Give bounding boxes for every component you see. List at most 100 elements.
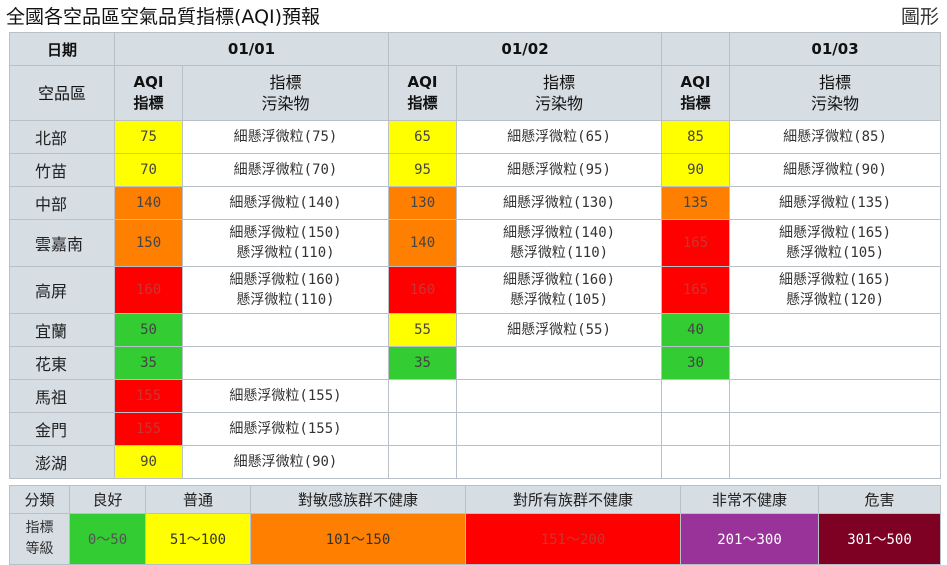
region-name: 宜蘭 [9, 313, 115, 347]
pollutant-cell [729, 346, 942, 380]
pollutant-column-header: 指標 污染物 [456, 65, 663, 121]
pollutant-cell [729, 445, 942, 479]
table-row: 竹苗 70 細懸浮微粒(70) 95 細懸浮微粒(95) 90 細懸浮微粒(90) [9, 153, 942, 187]
aqi-value: 130 [388, 186, 458, 220]
table-row: 中部 140 細懸浮微粒(140) 130 細懸浮微粒(130) 135 細懸浮微粒(135… [9, 186, 942, 220]
pollutant-text: 細懸浮微粒(70) [233, 162, 338, 178]
pollutant-text: 懸浮微粒(105) [785, 245, 885, 261]
column-header-row: 空品區 AQI 指標 指標 污染物 AQI 指標 指標 污染物 AQI 指標 指標 污染物 [9, 65, 942, 121]
pollutant-text: 細懸浮微粒(155) [229, 388, 342, 404]
aqi-column-header: AQI 指標 [388, 65, 458, 121]
aqi-value: 155 [114, 412, 183, 446]
date-header-day-3: 01/03 [729, 32, 942, 66]
aqi-value: 35 [114, 346, 183, 380]
aqi-value: 165 [661, 266, 731, 314]
pollutant-cell: 細懸浮微粒(130) [456, 186, 663, 220]
pollutant-cell: 細懸浮微粒(135) [729, 186, 942, 220]
legend-range-swatch: 201～300 [680, 513, 819, 565]
pollutant-cell [456, 346, 663, 380]
aqi-value: 140 [114, 186, 183, 220]
pollutant-text: 懸浮微粒(110) [509, 245, 609, 261]
aqi-value: 160 [114, 266, 183, 314]
pollutant-cell: 細懸浮微粒(85) [729, 120, 942, 154]
aqi-value: 85 [661, 120, 731, 154]
pollutant-cell [181, 346, 390, 380]
legend-category-name: 對所有族群不健康 [465, 485, 681, 514]
region-name: 雲嘉南 [9, 219, 115, 267]
pollutant-cell: 細懸浮微粒(155) [181, 379, 390, 413]
pollutant-cell: 細懸浮微粒(95) [456, 153, 663, 187]
aqi-value: 90 [114, 445, 183, 479]
aqi-value: 50 [114, 313, 183, 347]
aqi-value: 40 [661, 313, 731, 347]
pollutant-cell [729, 412, 942, 446]
aqi-value: 160 [388, 266, 458, 314]
pollutant-text: 細懸浮微粒(140) [502, 225, 616, 241]
pollutant-text: 懸浮微粒(110) [236, 245, 335, 261]
pollutant-cell [456, 445, 663, 479]
aqi-value: 65 [388, 120, 458, 154]
graph-view-link[interactable]: 圖形 [900, 6, 939, 28]
pollutant-cell: 細懸浮微粒(90) [181, 445, 390, 479]
aqi-value: 75 [114, 120, 183, 154]
date-header-blank [661, 32, 731, 66]
pollutant-text: 細懸浮微粒(135) [778, 195, 892, 211]
pollutant-cell: 細懸浮微粒(140) [181, 186, 390, 220]
pollutant-text: 細懸浮微粒(140) [229, 195, 342, 211]
table-body: 日期 01/01 01/02 01/03 空品區 AQI 指標 指標 污染物 AQI 指標… [9, 32, 942, 479]
table-row: 澎湖 90 細懸浮微粒(90) [9, 445, 942, 479]
pollutant-cell: 細懸浮微粒(90) [729, 153, 942, 187]
pollutant-cell: 細懸浮微粒(165) 懸浮微粒(105) [729, 219, 942, 267]
pollutant-cell [729, 313, 942, 347]
table-row: 花東 35 35 30 [9, 346, 942, 380]
legend-category-name: 對敏感族群不健康 [250, 485, 466, 514]
pollutant-cell: 細懸浮微粒(140) 懸浮微粒(110) [456, 219, 663, 267]
region-name: 竹苗 [9, 153, 115, 187]
aqi-value: 70 [114, 153, 183, 187]
pollutant-cell: 細懸浮微粒(75) [181, 120, 390, 154]
pollutant-text: 細懸浮微粒(150) [229, 225, 342, 241]
legend-range-swatch: 151～200 [465, 513, 681, 565]
table-row: 雲嘉南 150 細懸浮微粒(150) 懸浮微粒(110) 140 細懸浮微粒(140) 懸浮… [9, 219, 942, 267]
aqi-value: 165 [661, 219, 731, 267]
aqi-value: 55 [388, 313, 458, 347]
pollutant-text: 細懸浮微粒(160) [502, 272, 616, 288]
aqi-forecast-table: 日期 01/01 01/02 01/03 空品區 AQI 指標 指標 污染物 AQI 指標… [9, 32, 942, 479]
aqi-value [388, 379, 458, 413]
pollutant-text: 懸浮微粒(105) [509, 292, 609, 308]
pollutant-text: 細懸浮微粒(95) [507, 162, 611, 178]
pollutant-cell: 細懸浮微粒(70) [181, 153, 390, 187]
pollutant-text: 懸浮微粒(110) [236, 292, 335, 308]
table-row: 金門 155 細懸浮微粒(155) [9, 412, 942, 446]
legend-range-row: 指標 等級 0～50 51～100 101～150 151～200 201～300 301～… [9, 513, 941, 565]
pollutant-cell: 細懸浮微粒(160) 懸浮微粒(105) [456, 266, 663, 314]
pollutant-text: 懸浮微粒(120) [785, 292, 885, 308]
pollutant-column-header: 指標 污染物 [729, 65, 942, 121]
region-name: 馬祖 [9, 379, 115, 413]
pollutant-text: 細懸浮微粒(75) [233, 129, 338, 145]
table-row: 宜蘭 50 55 細懸浮微粒(55) 40 [9, 313, 942, 347]
aqi-value: 30 [661, 346, 731, 380]
legend-category-name: 普通 [145, 485, 251, 514]
legend-category-name: 良好 [69, 485, 146, 514]
aqi-value: 90 [661, 153, 731, 187]
pollutant-cell: 細懸浮微粒(165) 懸浮微粒(120) [729, 266, 942, 314]
aqi-legend-table: 分類 良好 普通 對敏感族群不健康 對所有族群不健康 非常不健康 危害 指標 等級 0～50… [9, 485, 941, 565]
aqi-value: 35 [388, 346, 458, 380]
pollutant-cell: 細懸浮微粒(155) [181, 412, 390, 446]
aqi-column-header: AQI 指標 [661, 65, 731, 121]
legend-range-swatch: 51～100 [145, 513, 251, 565]
table-row: 高屏 160 細懸浮微粒(160) 懸浮微粒(110) 160 細懸浮微粒(160) 懸浮微… [9, 266, 942, 314]
date-header-day-1: 01/01 [113, 32, 390, 66]
pollutant-text: 細懸浮微粒(160) [229, 272, 342, 288]
aqi-value: 155 [114, 379, 183, 413]
pollutant-text: 細懸浮微粒(165) [778, 272, 892, 288]
region-name: 金門 [9, 412, 115, 446]
aqi-value [661, 445, 731, 479]
pollutant-column-header: 指標 污染物 [181, 65, 390, 121]
pollutant-text: 細懸浮微粒(85) [783, 129, 887, 145]
legend-category-name: 危害 [818, 485, 941, 514]
pollutant-text: 細懸浮微粒(90) [783, 162, 887, 178]
region-header-label: 空品區 [9, 65, 115, 121]
pollutant-cell: 細懸浮微粒(65) [456, 120, 663, 154]
